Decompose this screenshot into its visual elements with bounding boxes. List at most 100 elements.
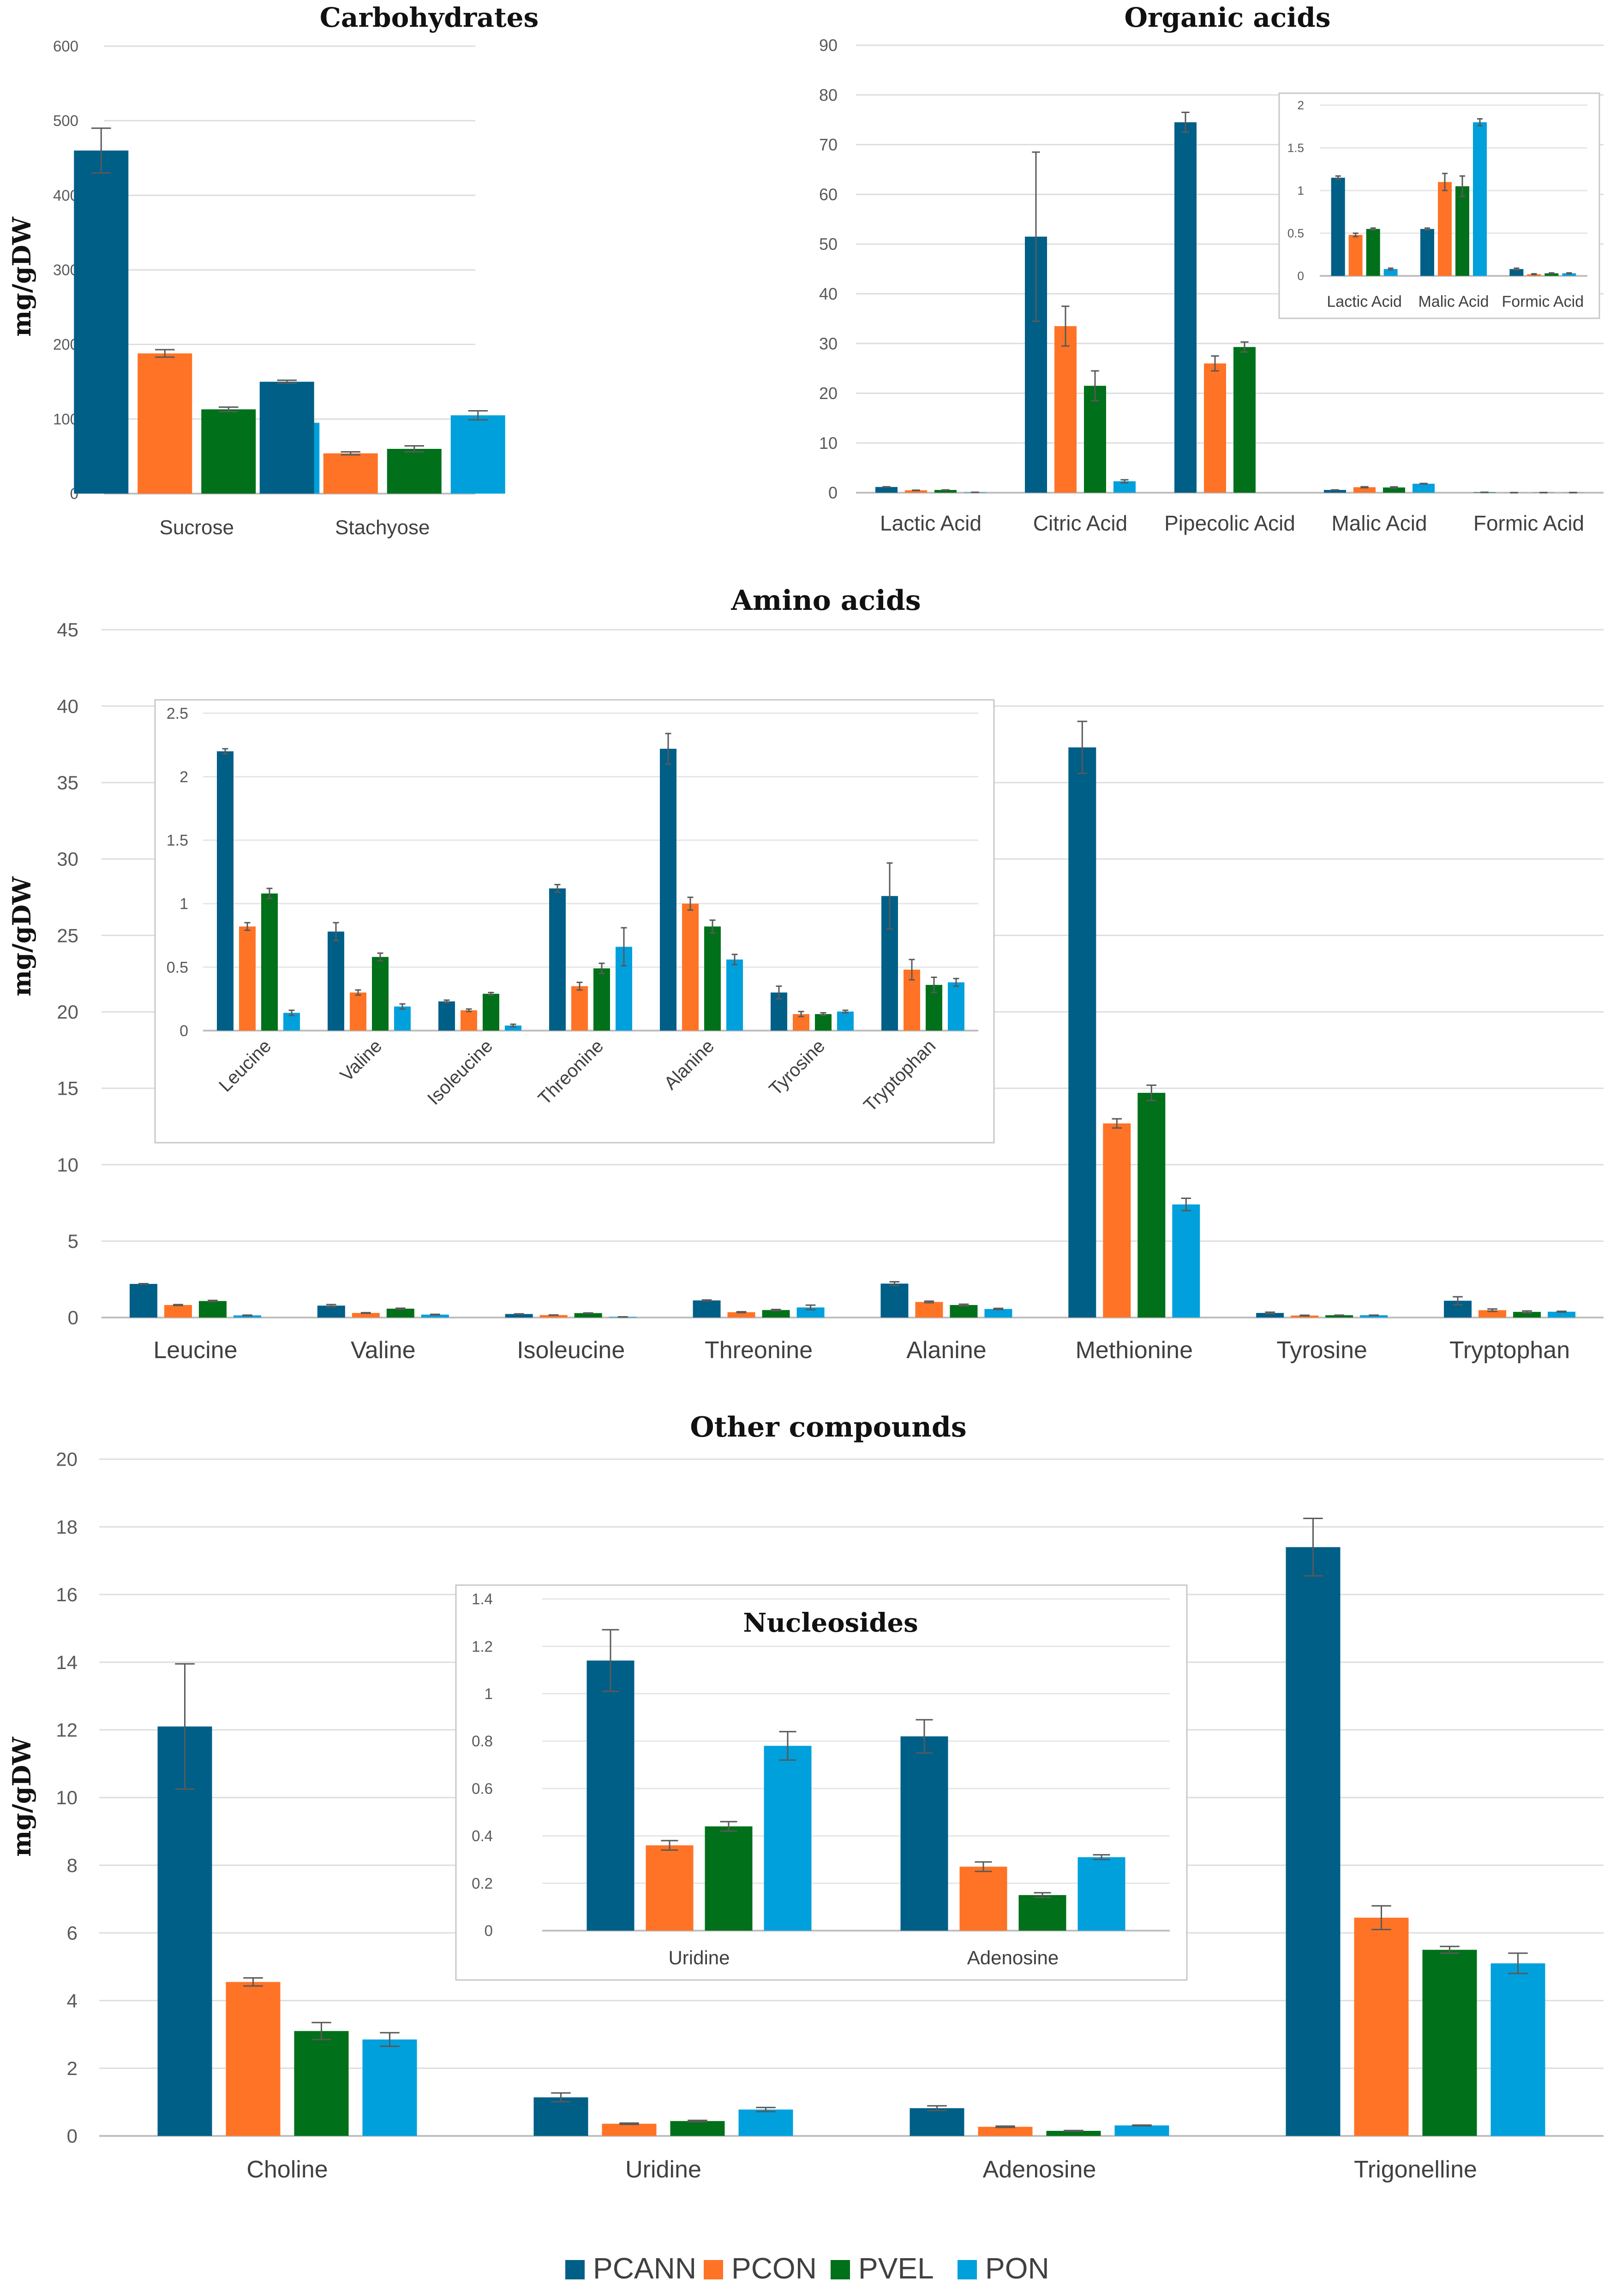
amino-acids-y-axis-label: mg/gDW	[7, 876, 36, 996]
amino-acids-bar-pcann-leucine	[129, 1284, 157, 1318]
amino-acids-bar-pcon-alanine	[915, 1302, 943, 1318]
amino-acids-inset-bar-pcann-leucine	[217, 751, 233, 1031]
amino-acids-y-tick-label: 30	[57, 848, 78, 870]
organic-acids-inset-bar-pvel-formic-acid	[1544, 273, 1559, 276]
carbohydrates-category-label: Stachyose	[335, 516, 430, 539]
other-compounds-y-tick-label: 18	[56, 1516, 78, 1538]
amino-acids-bar-pon-alanine	[984, 1309, 1012, 1318]
amino-acids-inset-bar-pcann-threonine	[549, 888, 566, 1031]
other-compounds-y-tick-label: 2	[67, 2057, 78, 2079]
legend-swatch-pcon	[704, 2260, 723, 2279]
amino-acids-bar-pvel-leucine	[198, 1301, 227, 1318]
organic-acids-y-tick-label: 20	[819, 384, 838, 403]
amino-acids-inset-bar-pcon-valine	[350, 992, 366, 1031]
organic-acids-inset-bar-pvel-lactic-acid	[1366, 229, 1380, 276]
organic-acids-inset-bar-pcon-lactic-acid	[1348, 235, 1363, 276]
amino-acids-y-tick-label: 0	[68, 1307, 78, 1329]
nucleosides-inset-bar-pcann-adenosine	[900, 1736, 948, 1931]
other-compounds-category-label: Uridine	[625, 2156, 701, 2183]
other-compounds-y-tick-label: 6	[67, 1922, 78, 1944]
nucleosides-inset-bar-pon-adenosine	[1077, 1857, 1125, 1931]
organic-acids-inset-category-label: Malic Acid	[1418, 293, 1489, 310]
organic-acids-y-tick-label: 60	[819, 185, 838, 204]
carbohydrates-bar-pvel-stachyose	[387, 449, 442, 494]
nucleosides-inset-y-tick-label: 0.8	[472, 1733, 493, 1750]
amino-acids-inset-bar-pvel-alanine	[704, 926, 721, 1031]
amino-acids-inset-y-tick-label: 0	[180, 1022, 188, 1040]
legend-label-pon: PON	[985, 2252, 1049, 2285]
other-compounds-y-tick-label: 16	[56, 1584, 78, 1605]
amino-acids-category-label: Isoleucine	[517, 1337, 625, 1364]
other-compounds-y-tick-label: 20	[56, 1449, 78, 1470]
nucleosides-inset-category-label: Adenosine	[967, 1947, 1059, 1968]
amino-acids-inset-bar-pcann-alanine	[660, 749, 676, 1031]
carbohydrates-y-tick-label: 500	[53, 112, 78, 129]
amino-acids-bar-pcann-isoleucine	[505, 1314, 533, 1318]
organic-acids-inset-bar-pon-malic-acid	[1473, 122, 1487, 276]
organic-acids-y-tick-label: 70	[819, 135, 838, 154]
organic-acids-inset-y-tick-label: 2	[1298, 98, 1304, 112]
other-compounds-category-label: Trigonelline	[1354, 2156, 1477, 2183]
amino-acids-bar-pvel-alanine	[950, 1305, 978, 1318]
organic-acids-y-tick-label: 10	[819, 434, 838, 453]
carbohydrates-y-tick-label: 600	[53, 38, 78, 55]
organic-acids-inset-y-tick-label: 0	[1298, 269, 1304, 283]
other-compounds-bar-pcon-uridine	[602, 2123, 657, 2136]
other-compounds-bar-pon-trigonelline	[1490, 1963, 1545, 2136]
amino-acids-y-tick-label: 35	[57, 772, 78, 793]
amino-acids-bar-pcann-valine	[317, 1306, 345, 1318]
other-compounds-y-tick-label: 0	[67, 2125, 78, 2147]
amino-acids-inset-bar-pon-tyrosine	[837, 1011, 854, 1031]
nucleosides-inset-y-tick-label: 0.2	[472, 1875, 493, 1892]
amino-acids-bar-pcann-tyrosine	[1256, 1313, 1284, 1318]
amino-acids-inset-bar-pvel-leucine	[261, 893, 278, 1031]
other-compounds-y-axis-label: mg/gDW	[7, 1736, 36, 1857]
organic-acids-inset-bar-pon-lactic-acid	[1383, 269, 1398, 276]
organic-acids-category-label: Pipecolic Acid	[1164, 511, 1295, 535]
other-compounds-bar-pcann-choline	[157, 1726, 212, 2136]
other-compounds-bar-pcann-uridine	[533, 2097, 588, 2136]
amino-acids-bar-pvel-threonine	[762, 1310, 790, 1318]
legend-label-pcon: PCON	[731, 2252, 817, 2285]
amino-acids-y-tick-label: 10	[57, 1154, 78, 1175]
organic-acids-bar-pcon-citric-acid	[1054, 326, 1077, 493]
amino-acids-inset-bar-pon-isoleucine	[505, 1025, 521, 1031]
other-compounds-y-tick-label: 14	[56, 1652, 78, 1673]
amino-acids-bar-pon-threonine	[796, 1307, 825, 1318]
amino-acids-inset-inset-frame	[154, 699, 995, 1144]
organic-acids-inset-y-tick-label: 1.5	[1287, 141, 1304, 155]
amino-acids-y-tick-label: 40	[57, 695, 78, 717]
nucleosides-inset-bar-pcon-adenosine	[959, 1867, 1007, 1931]
amino-acids-category-label: Methionine	[1076, 1337, 1193, 1364]
amino-acids-bar-pon-leucine	[233, 1315, 261, 1318]
other-compounds-bar-pvel-uridine	[670, 2121, 725, 2136]
amino-acids-bar-pcon-methionine	[1103, 1123, 1131, 1318]
other-compounds-y-tick-label: 12	[56, 1719, 78, 1741]
legend: PCANN PCON PVEL PON	[565, 2252, 1049, 2285]
organic-acids-bar-pcann-malic-acid	[1324, 490, 1346, 493]
amino-acids-category-label: Tryptophan	[1449, 1337, 1570, 1364]
carbohydrates-bar-pon-stachyose	[450, 415, 505, 494]
nucleosides-inset-bar-pcon-uridine	[646, 1845, 694, 1931]
amino-acids-inset-bar-pvel-threonine	[593, 968, 610, 1031]
organic-acids-y-tick-label: 90	[819, 36, 838, 55]
organic-acids-title: Organic acids	[1124, 2, 1330, 33]
amino-acids-bar-pon-tyrosine	[1360, 1315, 1388, 1318]
amino-acids-inset-bar-pcon-leucine	[239, 926, 256, 1031]
nucleosides-inset-bar-pvel-uridine	[705, 1826, 753, 1931]
carbohydrates-bar-pcon-sucrose	[138, 353, 192, 494]
amino-acids-inset-bar-pcann-isoleucine	[438, 1001, 455, 1031]
organic-acids-inset-category-label: Formic Acid	[1502, 293, 1584, 310]
amino-acids-inset-bar-pcann-valine	[328, 931, 344, 1031]
nucleosides-inset-y-tick-label: 1.2	[472, 1638, 493, 1655]
legend-swatch-pon	[958, 2260, 977, 2279]
organic-acids-bar-pvel-lactic-acid	[934, 490, 957, 493]
other-compounds-bar-pcon-trigonelline	[1354, 1917, 1409, 2136]
other-compounds-bar-pvel-adenosine	[1046, 2130, 1101, 2136]
amino-acids-bar-pvel-tryptophan	[1513, 1312, 1541, 1318]
amino-acids-category-label: Alanine	[906, 1337, 986, 1364]
